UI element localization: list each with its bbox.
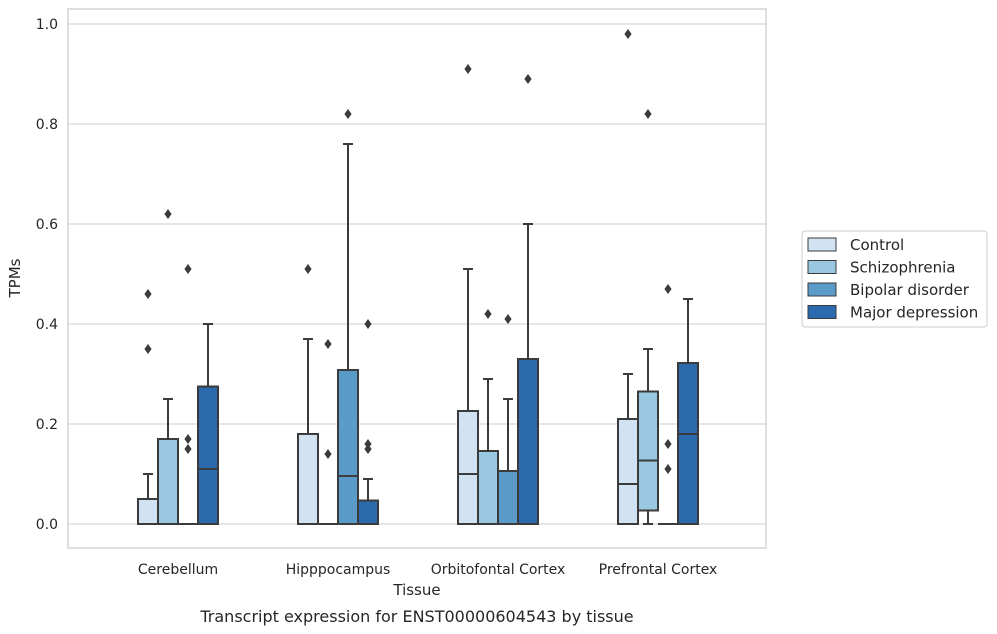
y-axis-title: TPMs (6, 258, 24, 298)
series-control (137, 29, 639, 525)
box-body (617, 418, 639, 525)
outlier-point (484, 309, 492, 319)
figure-caption: Transcript expression for ENST0000060454… (199, 607, 633, 626)
box (658, 284, 678, 525)
outlier-point (324, 339, 332, 349)
series-bipolar-disorder (178, 109, 678, 525)
y-tick-label: 1.0 (36, 17, 58, 33)
y-tick-label: 0.0 (36, 517, 58, 533)
box-body (337, 369, 359, 525)
outlier-point (324, 449, 332, 459)
legend-frame (801, 230, 988, 328)
outlier-point (344, 109, 352, 119)
box-body (457, 410, 479, 525)
box (318, 339, 338, 525)
outlier-point (504, 314, 512, 324)
outlier-point (144, 344, 152, 354)
y-tick-label: 0.8 (36, 117, 58, 133)
x-tick-label: Cerebellum (138, 562, 218, 578)
legend-item: Schizophrenia (807, 259, 955, 277)
box-body (677, 362, 699, 525)
box-body (297, 433, 319, 525)
box-body (197, 385, 219, 525)
y-tick-label: 0.4 (36, 317, 58, 333)
y-tick-label: 0.6 (36, 217, 58, 233)
legend-label: Control (850, 236, 904, 254)
x-tick-label: Orbitofontal Cortex (431, 562, 566, 578)
legend-swatch (807, 237, 837, 252)
x-axis-title: Tissue (392, 581, 440, 599)
box (137, 289, 159, 525)
box-body (497, 470, 519, 525)
outlier-point (184, 444, 192, 454)
x-axis-ticks: Cerebellum Hipppocampus Orbitofontal Corte… (138, 562, 717, 578)
outlier-point (304, 264, 312, 274)
x-tick-label: Prefrontal Cortex (599, 562, 718, 578)
legend-item: Bipolar disorder (807, 281, 970, 299)
outlier-point (364, 439, 372, 449)
box (357, 319, 379, 525)
box (477, 309, 499, 525)
outlier-point (664, 439, 672, 449)
box (337, 109, 359, 525)
outlier-point (144, 289, 152, 299)
box-body (517, 358, 539, 525)
legend-item: Control (807, 236, 904, 254)
legend-swatch (807, 305, 837, 319)
outlier-point (184, 434, 192, 444)
legend-swatch (807, 282, 837, 297)
legend-label: Major depression (850, 304, 978, 322)
x-tick-label: Hipppocampus (286, 562, 391, 578)
y-axis-ticks: 0.0 0.2 0.4 0.6 0.8 1.0 (36, 17, 58, 533)
box (637, 109, 659, 525)
legend-item: Major depression (807, 304, 978, 322)
outlier-point (644, 109, 652, 119)
box-body (477, 450, 499, 525)
box-body (637, 390, 659, 512)
box-series (137, 29, 699, 525)
outlier-point (364, 319, 372, 329)
series-schizophrenia (157, 109, 659, 525)
box (677, 298, 699, 525)
box-body (157, 438, 179, 525)
box (517, 74, 539, 525)
box-body (137, 498, 159, 525)
outlier-point (164, 209, 172, 219)
legend-label: Schizophrenia (850, 259, 955, 277)
outlier-point (664, 464, 672, 474)
legend-swatch (807, 260, 837, 274)
outlier-point (664, 284, 672, 294)
outlier-point (184, 264, 192, 274)
box (297, 264, 319, 525)
series-major-depression (197, 74, 699, 525)
legend-label: Bipolar disorder (850, 281, 970, 299)
box (178, 264, 198, 525)
outlier-point (464, 64, 472, 74)
y-tick-label: 0.2 (36, 417, 58, 433)
box (457, 64, 479, 525)
box-body (357, 499, 379, 525)
box (197, 323, 219, 525)
outlier-point (524, 74, 532, 84)
legend: Control Schizophrenia Bipolar disorder Majo… (801, 230, 988, 328)
outlier-point (624, 29, 632, 39)
box (157, 209, 179, 525)
